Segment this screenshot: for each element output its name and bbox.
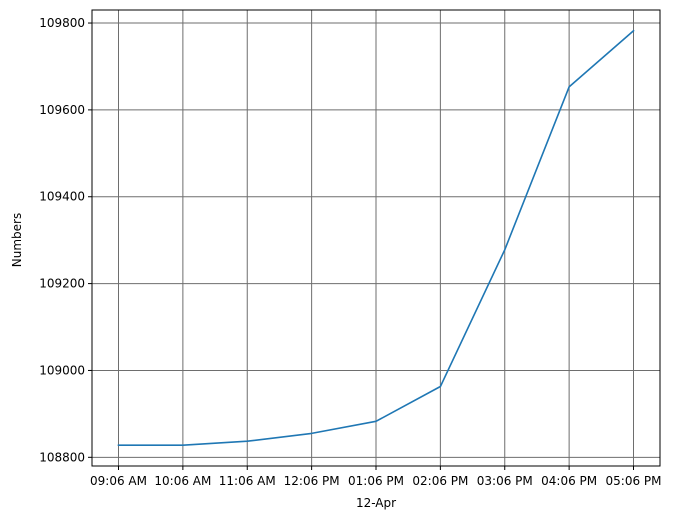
x-tick-label: 01:06 PM [348, 474, 404, 488]
grid-lines [92, 10, 660, 466]
y-tick-label: 109800 [39, 16, 85, 30]
y-tick-label: 109400 [39, 190, 85, 204]
x-tick-label: 10:06 AM [154, 474, 211, 488]
series-layer [117, 29, 635, 447]
x-tick-label: 05:06 PM [606, 474, 662, 488]
y-axis-label: Numbers [10, 213, 24, 267]
y-tick-label: 108800 [39, 450, 85, 464]
y-tick-label: 109200 [39, 277, 85, 291]
y-ticks: 108800 109000 109200 109400 109600 109800 [39, 16, 92, 464]
x-tick-label: 12:06 PM [284, 474, 340, 488]
x-ticks: 09:06 AM 10:06 AM 11:06 AM 12:06 PM 01:06 PM… [90, 466, 662, 488]
x-tick-label: 04:06 PM [541, 474, 597, 488]
x-axis-label: 12-Apr [356, 496, 396, 510]
x-tick-label: 02:06 PM [412, 474, 468, 488]
x-tick-label: 09:06 AM [90, 474, 147, 488]
y-tick-label: 109000 [39, 363, 85, 377]
x-tick-label: 03:06 PM [477, 474, 533, 488]
y-tick-label: 109600 [39, 103, 85, 117]
x-tick-label: 11:06 AM [219, 474, 276, 488]
series-line [117, 29, 635, 447]
